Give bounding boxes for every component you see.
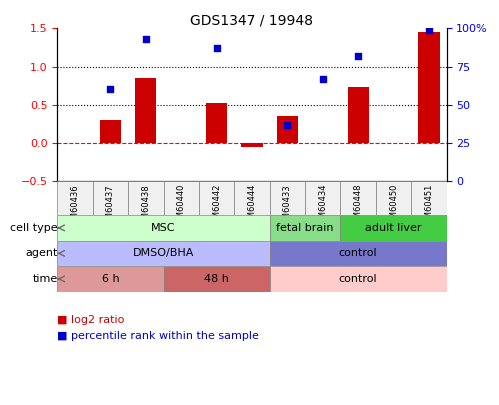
Point bbox=[142, 36, 150, 42]
Point bbox=[283, 122, 291, 128]
Bar bbox=[242, 143, 262, 147]
Text: GSM60440: GSM60440 bbox=[177, 184, 186, 229]
Bar bbox=[411, 181, 447, 215]
Bar bbox=[128, 181, 164, 215]
Point bbox=[354, 53, 362, 59]
Text: GSM60433: GSM60433 bbox=[283, 184, 292, 230]
Bar bbox=[269, 181, 305, 215]
Text: control: control bbox=[339, 274, 377, 284]
Text: GSM60444: GSM60444 bbox=[248, 184, 256, 229]
Text: cell type: cell type bbox=[10, 223, 58, 233]
Bar bbox=[57, 241, 269, 266]
Bar bbox=[57, 181, 93, 215]
Bar bbox=[235, 181, 269, 215]
Text: GSM60450: GSM60450 bbox=[389, 184, 398, 229]
Text: MSC: MSC bbox=[151, 223, 176, 233]
Bar bbox=[340, 215, 447, 241]
Bar bbox=[418, 32, 440, 143]
Text: time: time bbox=[33, 274, 58, 284]
Title: GDS1347 / 19948: GDS1347 / 19948 bbox=[191, 13, 313, 27]
Bar bbox=[206, 103, 227, 143]
Point bbox=[213, 45, 221, 51]
Point bbox=[319, 76, 327, 82]
Bar bbox=[164, 181, 199, 215]
Text: adult liver: adult liver bbox=[365, 223, 422, 233]
Bar bbox=[57, 215, 269, 241]
Text: GSM60451: GSM60451 bbox=[425, 184, 434, 229]
Text: agent: agent bbox=[26, 248, 58, 258]
Text: GSM60448: GSM60448 bbox=[354, 184, 363, 229]
Text: ■ percentile rank within the sample: ■ percentile rank within the sample bbox=[57, 331, 259, 341]
Bar bbox=[269, 266, 447, 292]
Bar bbox=[376, 181, 411, 215]
Bar bbox=[199, 181, 235, 215]
Text: GSM60442: GSM60442 bbox=[212, 184, 221, 229]
Bar bbox=[135, 78, 157, 143]
Bar bbox=[305, 181, 340, 215]
Bar bbox=[164, 266, 269, 292]
Text: ■ log2 ratio: ■ log2 ratio bbox=[57, 315, 125, 325]
Text: DMSO/BHA: DMSO/BHA bbox=[133, 248, 194, 258]
Bar bbox=[93, 181, 128, 215]
Text: GSM60437: GSM60437 bbox=[106, 184, 115, 230]
Text: 6 h: 6 h bbox=[102, 274, 119, 284]
Text: 48 h: 48 h bbox=[204, 274, 229, 284]
Text: fetal brain: fetal brain bbox=[276, 223, 334, 233]
Bar bbox=[340, 181, 376, 215]
Bar bbox=[277, 116, 298, 143]
Bar bbox=[269, 215, 340, 241]
Bar bbox=[269, 241, 447, 266]
Point bbox=[425, 27, 433, 33]
Text: GSM60434: GSM60434 bbox=[318, 184, 327, 229]
Bar bbox=[100, 120, 121, 143]
Text: GSM60438: GSM60438 bbox=[141, 184, 150, 230]
Text: GSM60436: GSM60436 bbox=[70, 184, 79, 230]
Bar bbox=[57, 266, 164, 292]
Text: control: control bbox=[339, 248, 377, 258]
Bar bbox=[347, 87, 369, 143]
Point bbox=[106, 86, 114, 93]
